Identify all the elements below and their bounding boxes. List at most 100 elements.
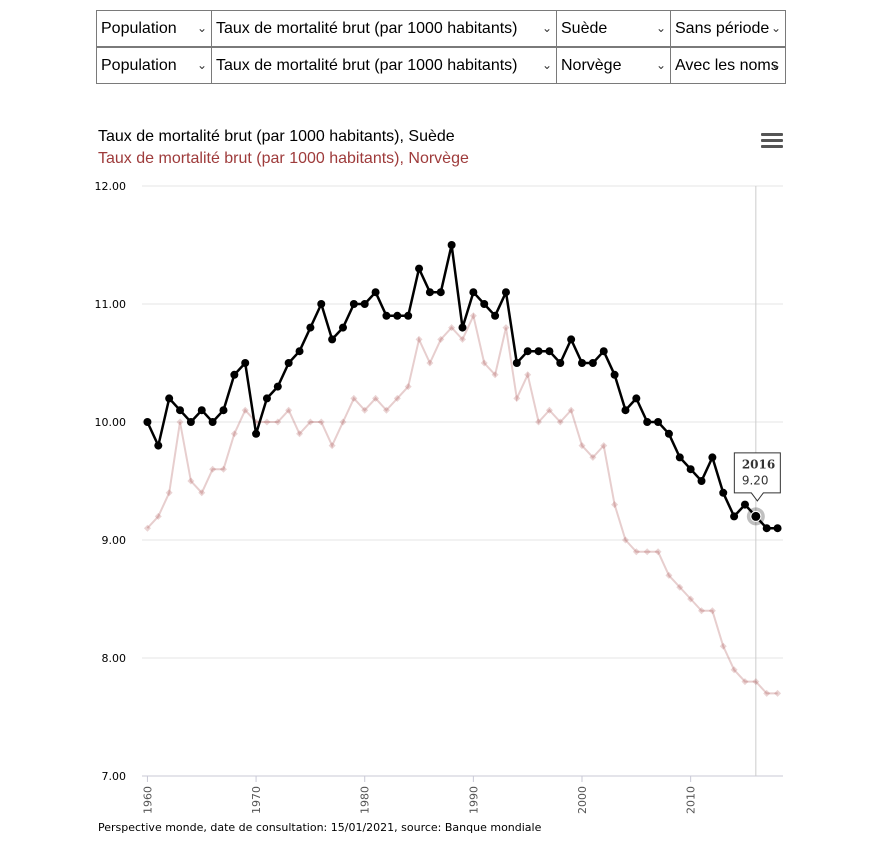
data-point-norway: [176, 418, 184, 426]
data-point-norway: [578, 442, 586, 450]
indicator-selectors: Population ⌄ Taux de mortalité brut (par …: [96, 10, 786, 84]
select-value: Taux de mortalité brut (par 1000 habitan…: [216, 57, 518, 74]
legend-item-norway[interactable]: Taux de mortalité brut (par 1000 habitan…: [98, 150, 469, 167]
data-point-norway: [143, 524, 151, 532]
period-select[interactable]: Sans période ⌄: [670, 10, 786, 47]
data-point-norway: [165, 489, 173, 497]
series-line-sweden: [146, 243, 778, 530]
data-point-norway: [187, 477, 195, 485]
y-tick-label: 11.00: [95, 298, 127, 311]
indicator-select[interactable]: Taux de mortalité brut (par 1000 habitan…: [211, 47, 557, 84]
data-point-norway: [567, 406, 575, 414]
tooltip-value: 9.20: [742, 473, 769, 487]
data-point-sweden: [154, 441, 163, 450]
data-point-sweden: [273, 382, 282, 391]
data-point-norway: [687, 595, 695, 603]
data-point-sweden: [436, 288, 445, 297]
data-point-norway: [274, 418, 282, 426]
data-point-sweden: [349, 300, 358, 308]
data-point-sweden: [534, 347, 543, 356]
data-point-norway: [600, 442, 608, 450]
chevron-down-icon: ⌄: [770, 21, 781, 35]
x-tick-label: 1990: [467, 786, 480, 814]
data-point-sweden: [404, 311, 413, 320]
data-point-sweden: [480, 300, 489, 308]
data-point-norway: [719, 642, 727, 650]
data-point-sweden: [697, 477, 706, 485]
data-point-norway: [241, 406, 249, 414]
category-select[interactable]: Population ⌄: [96, 10, 212, 47]
data-point-sweden: [208, 418, 217, 426]
data-point-norway: [698, 607, 706, 615]
y-tick-label: 8.00: [102, 652, 127, 665]
data-point-norway: [589, 453, 597, 461]
tooltip-box: [733, 452, 781, 502]
chevron-down-icon: ⌄: [770, 58, 781, 72]
select-value: Population: [101, 57, 177, 74]
data-point-sweden: [371, 288, 380, 297]
x-tick-label: 1960: [141, 786, 154, 814]
data-point-norway: [774, 689, 782, 697]
data-point-norway: [426, 359, 434, 367]
data-point-sweden: [578, 359, 587, 367]
data-point-norway: [328, 442, 336, 450]
hamburger-menu-icon[interactable]: [761, 133, 783, 151]
data-point-norway: [393, 394, 401, 402]
data-point-sweden: [252, 429, 261, 438]
data-point-norway: [154, 512, 162, 520]
data-point-norway: [198, 489, 206, 497]
data-point-norway: [230, 430, 238, 438]
data-point-norway: [306, 418, 314, 426]
line-chart: 12.00 11.00 10.00 9.00 8.00 7.00 1960 1970 1980 1…: [95, 180, 783, 814]
data-point-sweden: [382, 311, 391, 320]
data-point-sweden: [730, 512, 739, 521]
data-point-norway: [665, 571, 673, 579]
y-tick-label: 10.00: [95, 416, 127, 429]
data-point-norway: [285, 406, 293, 414]
data-point-norway: [611, 501, 619, 509]
data-point-sweden: [143, 418, 152, 426]
data-point-sweden: [197, 406, 206, 415]
data-point-norway: [209, 465, 217, 473]
data-point-norway: [632, 548, 640, 556]
data-point-sweden: [773, 524, 782, 533]
data-point-sweden: [599, 347, 608, 356]
data-point-sweden: [393, 311, 402, 320]
data-point-sweden: [588, 359, 597, 367]
names-select[interactable]: Avec les noms ⌄: [670, 47, 786, 84]
data-point-norway: [556, 418, 564, 426]
data-point-sweden: [176, 406, 185, 415]
data-point-norway: [741, 678, 749, 686]
country-select[interactable]: Suède ⌄: [556, 10, 671, 47]
x-tick-label: 1980: [359, 786, 372, 814]
data-point-norway: [404, 383, 412, 391]
legend-item-sweden[interactable]: Taux de mortalité brut (par 1000 habitan…: [98, 128, 455, 145]
data-point-norway: [350, 394, 358, 402]
data-point-sweden: [632, 394, 641, 403]
data-point-sweden: [740, 500, 749, 509]
data-point-sweden: [675, 453, 684, 462]
data-point-sweden: [317, 300, 326, 308]
tooltip-title: 2016: [742, 457, 775, 471]
data-point-sweden: [338, 323, 347, 332]
data-point-norway: [545, 406, 553, 414]
data-point-norway: [752, 678, 760, 686]
country-select[interactable]: Norvège ⌄: [556, 47, 671, 84]
data-point-norway: [469, 312, 477, 320]
y-tick-label: 12.00: [95, 180, 127, 193]
data-point-norway: [263, 418, 271, 426]
data-point-sweden: [610, 370, 619, 379]
x-tick-label: 2000: [576, 786, 589, 814]
data-point-norway: [219, 465, 227, 473]
chevron-down-icon: ⌄: [196, 58, 207, 72]
select-value: Norvège: [561, 57, 622, 74]
data-point-norway: [730, 666, 738, 674]
indicator-select[interactable]: Taux de mortalité brut (par 1000 habitan…: [211, 10, 557, 47]
data-point-sweden: [556, 359, 565, 367]
chevron-down-icon: ⌄: [196, 21, 207, 35]
data-point-sweden: [523, 347, 532, 356]
data-point-sweden: [664, 429, 673, 438]
data-point-norway: [513, 394, 521, 402]
data-point-sweden: [501, 288, 510, 297]
selector-row-norway: Population ⌄ Taux de mortalité brut (par …: [96, 47, 786, 84]
